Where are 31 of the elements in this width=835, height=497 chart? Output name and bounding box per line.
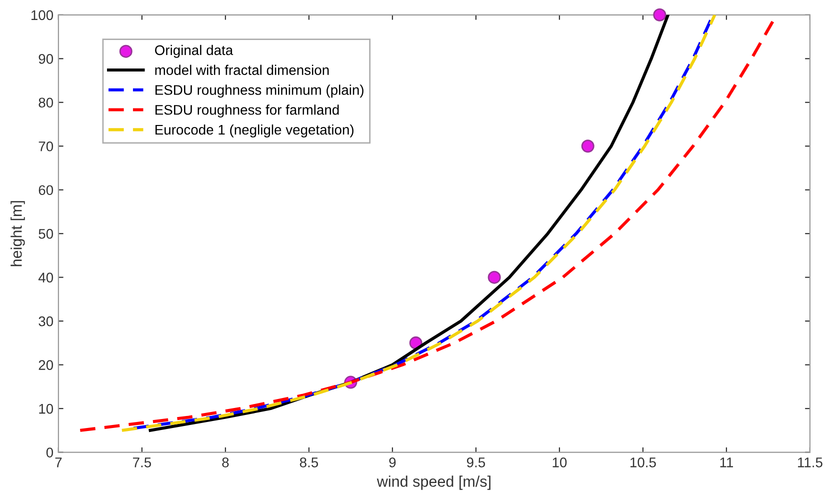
y-tick-label: 30	[38, 316, 54, 326]
x-tick-label: 11.5	[798, 458, 822, 468]
legend-label: ESDU roughness minimum (plain)	[156, 84, 364, 98]
legend-label: Original data	[155, 44, 234, 58]
x-tick-label: 7.5	[133, 458, 152, 468]
y-tick-label: 50	[38, 228, 54, 239]
x-tick-label: 7	[55, 458, 62, 468]
x-tick-label: 8	[222, 458, 229, 468]
y-tick-label: 80	[38, 98, 54, 108]
y-tick-label: 10	[39, 404, 54, 414]
legend-label: Eurocode 1 (negligle vegetation)	[156, 124, 354, 138]
y-tick-label: 60	[38, 185, 54, 196]
y-tick-label: 90	[38, 54, 54, 64]
point	[488, 270, 501, 284]
y-axis-title: height [m]	[10, 201, 25, 266]
x-tick-label: 10.5	[630, 458, 656, 468]
x-tick-label: 10	[552, 458, 567, 468]
y-tick-label: 100	[31, 10, 54, 20]
x-axis-title: wind speed [m/s]	[376, 476, 490, 490]
point	[581, 140, 594, 153]
y-tick-label: 40	[38, 272, 54, 282]
x-tick-label: 9.5	[466, 458, 486, 468]
x-tick-label: 9	[389, 458, 396, 468]
y-tick-label: 20	[38, 360, 54, 370]
legend-label: model with fractal dimension	[155, 64, 329, 75]
y-tick-label: 0	[46, 448, 54, 458]
x-tick-label: 8.5	[300, 458, 318, 468]
legend-label: ESDU roughness for farmland	[156, 104, 339, 118]
y-tick-label: 70	[38, 141, 54, 152]
x-tick-label: 11	[720, 458, 733, 468]
point	[653, 8, 666, 22]
